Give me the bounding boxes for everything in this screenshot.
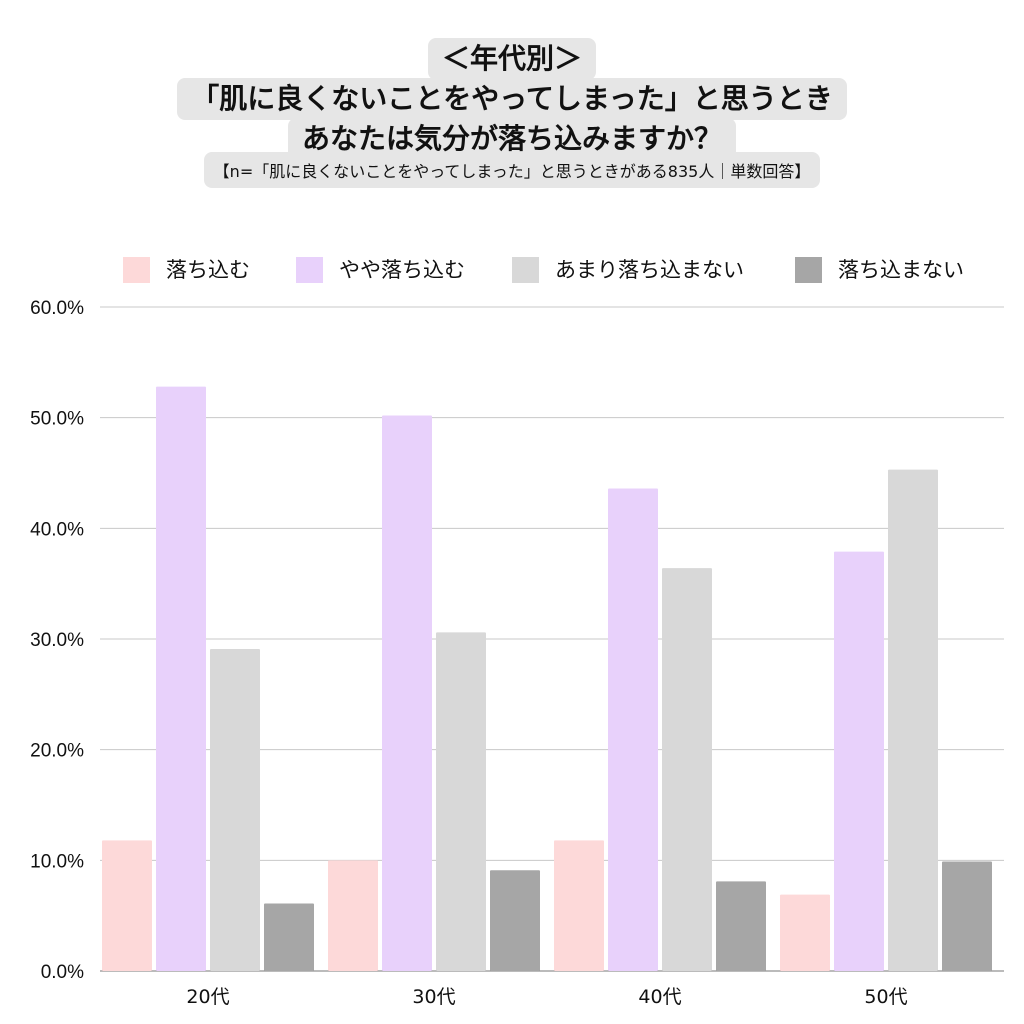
bar-1-30代 bbox=[328, 860, 378, 971]
bar-2-40代 bbox=[608, 488, 658, 971]
y-tick-label: 60.0% bbox=[30, 298, 84, 319]
bar-4-50代 bbox=[942, 861, 992, 971]
bar-3-50代 bbox=[888, 469, 938, 971]
x-axis-labels: 20代 30代 40代 50代 bbox=[186, 986, 907, 1008]
y-tick-label: 20.0% bbox=[30, 741, 84, 762]
y-tick-label: 40.0% bbox=[30, 519, 84, 540]
legend-swatch bbox=[123, 257, 150, 283]
bar-3-30代 bbox=[436, 632, 486, 971]
bar-1-50代 bbox=[780, 894, 830, 971]
y-tick-label: 10.0% bbox=[30, 851, 84, 872]
bar-4-20代 bbox=[264, 903, 314, 971]
legend-label: あまり落ち込まない bbox=[555, 258, 744, 282]
legend-swatch bbox=[795, 257, 822, 283]
bar-2-30代 bbox=[382, 415, 432, 971]
bar-3-20代 bbox=[210, 648, 260, 971]
legend: 落ち込む やや落ち込む あまり落ち込まない 落ち込まない bbox=[123, 257, 964, 283]
bar-1-40代 bbox=[554, 840, 604, 971]
x-tick-label: 40代 bbox=[638, 986, 681, 1008]
legend-swatch bbox=[296, 257, 323, 283]
bar-2-50代 bbox=[834, 551, 884, 971]
y-tick-label: 0.0% bbox=[41, 962, 84, 983]
chart-title-line2: 「肌に良くないことをやってしまった」と思うとき bbox=[177, 78, 847, 120]
bar-4-30代 bbox=[490, 870, 540, 971]
x-tick-label: 30代 bbox=[412, 986, 455, 1008]
bar-3-40代 bbox=[662, 568, 712, 971]
y-axis-labels: 0.0% 10.0% 20.0% 30.0% 40.0% 50.0% 60.0% bbox=[30, 298, 84, 983]
legend-label: 落ち込む bbox=[166, 258, 250, 282]
chart-title-line1: ＜年代別＞ bbox=[427, 38, 596, 80]
bars bbox=[102, 386, 992, 971]
y-tick-label: 30.0% bbox=[30, 630, 84, 651]
legend-label: 落ち込まない bbox=[838, 258, 964, 282]
x-tick-label: 20代 bbox=[186, 986, 229, 1008]
chart-sample-note: 【n=「肌に良くないことをやってしまった」と思うときがある835人｜単数回答】 bbox=[203, 152, 821, 188]
bar-1-20代 bbox=[102, 840, 152, 971]
bar-2-20代 bbox=[156, 386, 206, 971]
x-tick-label: 50代 bbox=[864, 986, 907, 1008]
legend-swatch bbox=[512, 257, 539, 283]
y-tick-label: 50.0% bbox=[30, 409, 84, 430]
chart-title-block: ＜年代別＞ 「肌に良くないことをやってしまった」と思うとき あなたは気分が落ち込… bbox=[0, 38, 1024, 188]
legend-label: やや落ち込む bbox=[339, 258, 465, 282]
bar-4-40代 bbox=[716, 881, 766, 971]
